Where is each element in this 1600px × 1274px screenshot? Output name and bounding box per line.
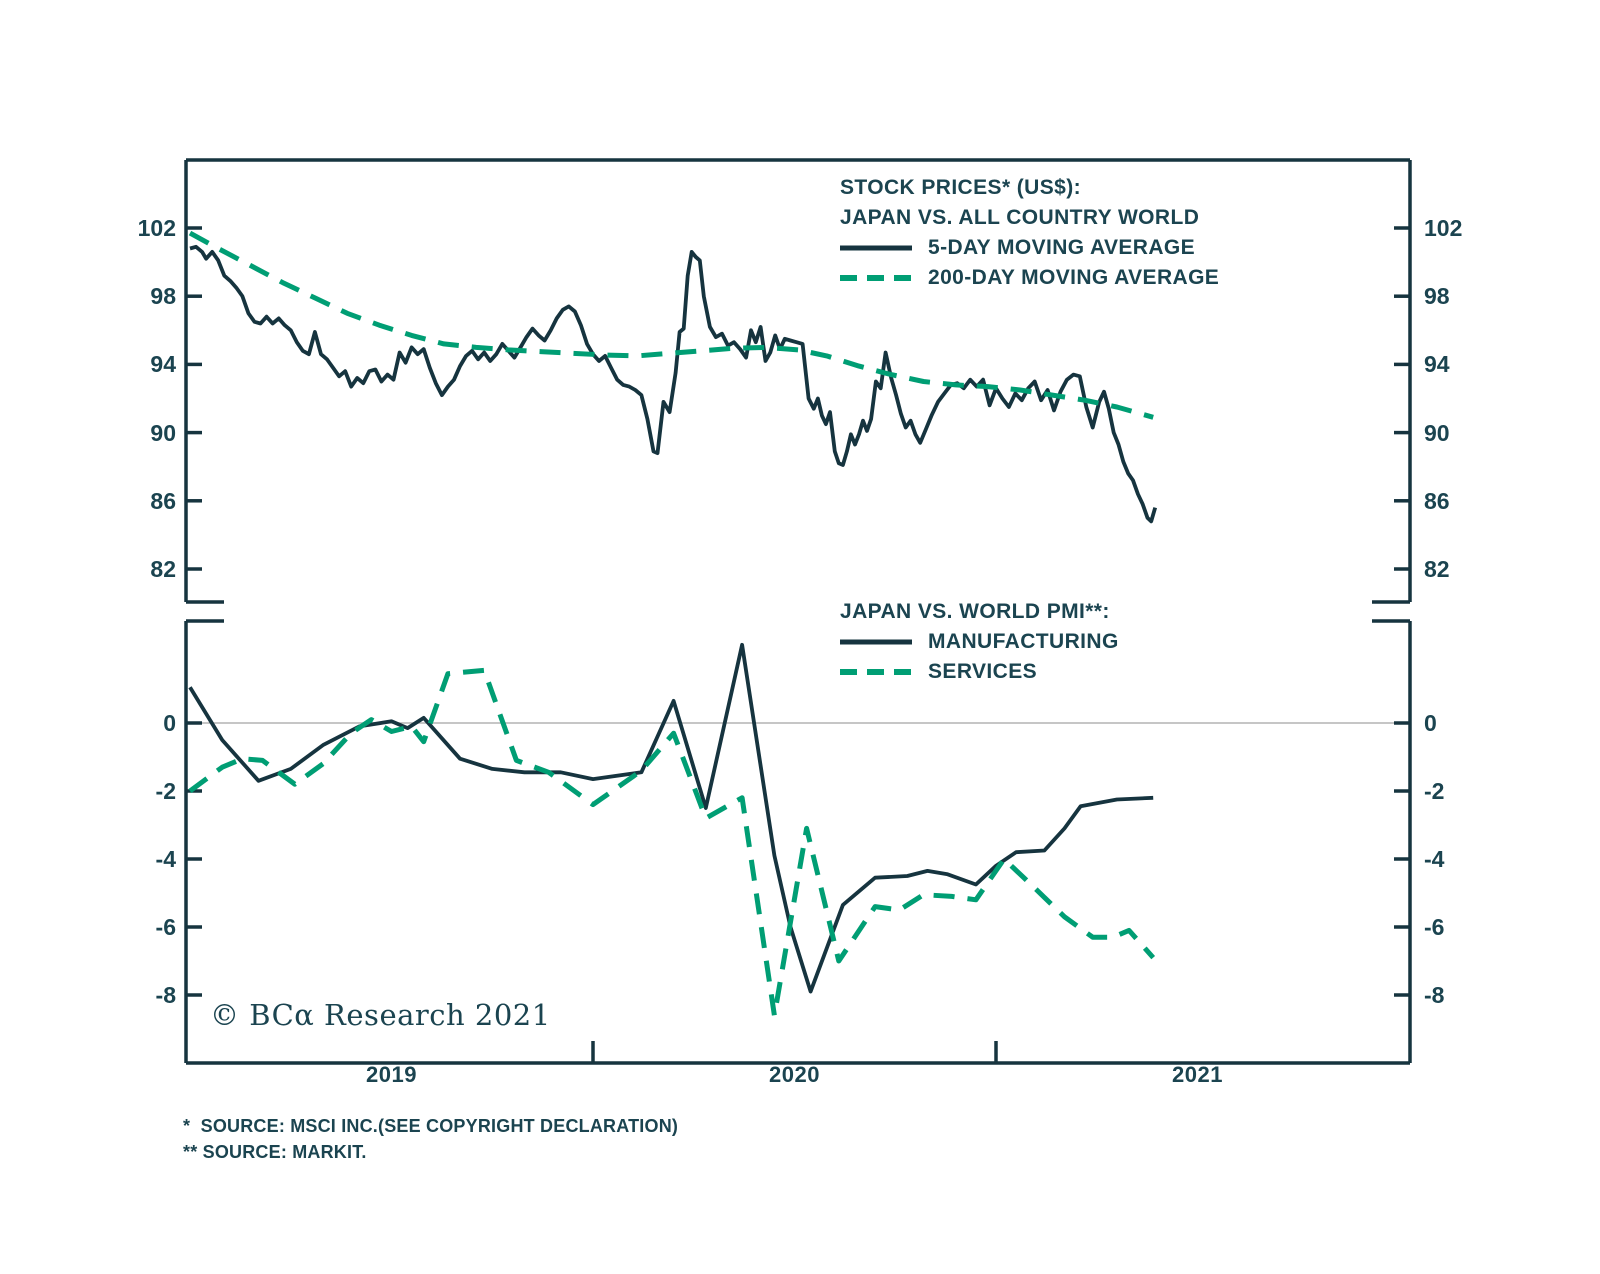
solid-line-sample-icon [840, 639, 912, 645]
legend-label-200day: 200-DAY MOVING AVERAGE [928, 266, 1220, 289]
dashed-line-sample-icon [840, 669, 914, 675]
y-tick-label: 0 [163, 710, 176, 736]
y-tick-label: -6 [1424, 914, 1445, 940]
legend-entry-200day: 200-DAY MOVING AVERAGE [838, 263, 1219, 293]
top-panel-left-axis [184, 160, 224, 604]
y-tick-label: -4 [155, 846, 176, 872]
y-tick-label: -4 [1424, 846, 1445, 872]
x-year-label: 2019 [366, 1062, 417, 1087]
y-tick-label: 98 [1424, 283, 1450, 310]
legend-entry-manufacturing: MANUFACTURING [838, 627, 1119, 657]
y-tick-label: 0 [1424, 710, 1437, 736]
legend-label-manufacturing: MANUFACTURING [928, 630, 1119, 653]
dashed-line-sample-icon [840, 275, 914, 281]
y-tick-label: -2 [155, 778, 176, 804]
bottom-panel-right-axis [1372, 619, 1412, 1063]
y-tick-label: 82 [150, 556, 176, 582]
y-tick-label: 86 [150, 487, 176, 514]
y-tick-label: 90 [1424, 419, 1450, 446]
bca-research-copyright: © BCα Research 2021 [210, 998, 551, 1032]
y-tick-label: 82 [1424, 556, 1450, 582]
series-line-manufacturing [188, 642, 1154, 994]
y-tick-label: -8 [155, 982, 176, 1008]
y-tick-label: -6 [155, 914, 176, 940]
top-chart-legend: STOCK PRICES* (US$): JAPAN VS. ALL COUNT… [838, 173, 1219, 293]
x-year-label: 2020 [769, 1062, 820, 1087]
top-chart-title-line2: JAPAN VS. ALL COUNTRY WORLD [840, 206, 1200, 229]
series-line-200-day-moving-average [188, 230, 1154, 420]
y-tick-label: -2 [1424, 778, 1445, 804]
bottom-chart-legend: JAPAN VS. WORLD PMI**: MANUFACTURING SER… [838, 597, 1119, 687]
top-chart-title-line1: STOCK PRICES* (US$): [840, 176, 1081, 199]
legend-label-services: SERVICES [928, 660, 1038, 683]
y-tick-label: 102 [137, 215, 176, 241]
top-panel-right-axis [1372, 160, 1412, 604]
footnote-source-msci: * SOURCE: MSCI INC.(SEE COPYRIGHT DECLAR… [183, 1116, 679, 1136]
footnote-source-markit: ** SOURCE: MARKIT. [183, 1142, 367, 1162]
series-line-5-day-moving-average [189, 244, 1158, 524]
legend-label-5day: 5-DAY MOVING AVERAGE [928, 236, 1196, 259]
legend-entry-services: SERVICES [838, 657, 1119, 687]
y-tick-label: 102 [1424, 215, 1463, 241]
y-tick-label: 94 [1424, 351, 1450, 378]
bottom-chart-title-line1: JAPAN VS. WORLD PMI**: [840, 600, 1110, 623]
y-tick-label: 90 [150, 419, 176, 446]
solid-line-sample-icon [840, 245, 912, 251]
y-tick-label: 94 [150, 351, 176, 378]
legend-entry-5day: 5-DAY MOVING AVERAGE [838, 233, 1219, 263]
series-line-services [188, 667, 1156, 1018]
bottom-panel-left-axis [184, 619, 224, 1063]
y-tick-label: 98 [150, 283, 176, 310]
y-tick-label: 86 [1424, 487, 1450, 514]
y-tick-label: -8 [1424, 982, 1445, 1008]
x-year-label: 2021 [1172, 1062, 1223, 1087]
